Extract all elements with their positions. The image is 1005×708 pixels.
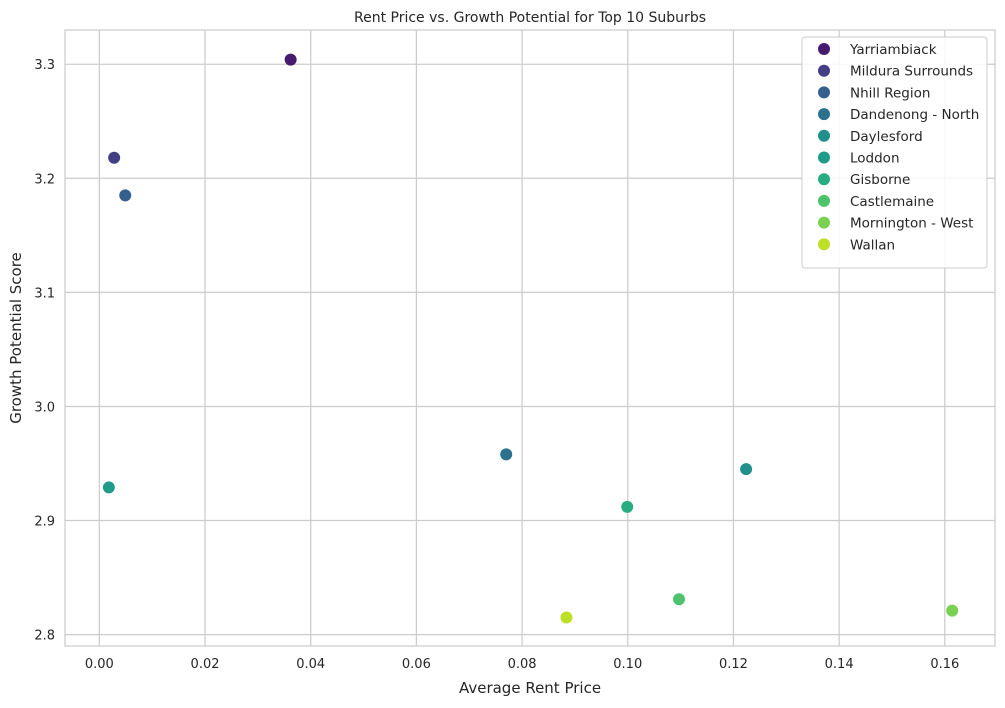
y-tick-label: 2.8: [34, 629, 55, 644]
x-tick-label: 0.10: [613, 657, 642, 672]
x-tick-label: 0.00: [85, 657, 114, 672]
data-point: [500, 448, 513, 461]
data-point: [673, 593, 686, 606]
y-tick-label: 2.9: [34, 515, 55, 530]
legend-label: Daylesford: [850, 129, 923, 145]
data-point: [119, 189, 132, 202]
x-tick-label: 0.08: [508, 657, 537, 672]
legend-marker: [818, 108, 830, 121]
legend-marker: [818, 151, 830, 164]
data-point: [284, 53, 297, 66]
x-tick-label: 0.04: [296, 657, 325, 672]
x-tick-label: 0.02: [191, 657, 220, 672]
x-tick-label: 0.14: [825, 657, 854, 672]
x-tick-label: 0.06: [402, 657, 431, 672]
chart-title: Rent Price vs. Growth Potential for Top …: [354, 10, 706, 26]
legend-marker: [818, 194, 830, 207]
legend-label: Dandenong - North: [850, 107, 979, 123]
legend-label: Nhill Region: [850, 85, 930, 101]
x-tick-label: 0.16: [930, 657, 959, 672]
legend-marker: [818, 129, 830, 142]
legend-label: Castlemaine: [850, 194, 934, 210]
legend: Yarriambiack Mildura Surrounds Nhill Regio…: [801, 36, 988, 269]
legend-marker: [818, 43, 830, 55]
plot-area: [64, 29, 996, 647]
legend-marker: [818, 238, 830, 251]
legend-marker: [818, 173, 830, 186]
y-tick-label: 3.1: [34, 286, 55, 301]
data-point: [108, 151, 121, 164]
legend-label: Mildura Surrounds: [850, 64, 973, 80]
legend-label: Yarriambiack: [849, 42, 937, 58]
y-axis-label: Growth Potential Score: [7, 252, 25, 424]
legend-marker: [818, 86, 830, 99]
legend-marker: [818, 64, 830, 77]
legend-label: Gisborne: [850, 172, 910, 188]
legend-label: Loddon: [850, 151, 900, 167]
y-tick-label: 3.3: [34, 58, 55, 73]
data-point: [740, 463, 753, 476]
x-axis-label: Average Rent Price: [459, 679, 601, 697]
data-points: [102, 53, 959, 624]
tick-labels: 0.00 0.02 0.04 0.06 0.08 0.10 0.12 0.14 0.16 2.8 2…: [34, 58, 959, 672]
x-tick-label: 0.12: [719, 657, 748, 672]
legend-marker: [818, 216, 830, 229]
data-point: [946, 604, 959, 617]
data-point: [560, 611, 573, 624]
data-point: [621, 500, 634, 513]
legend-label: Wallan: [850, 237, 895, 253]
y-tick-label: 3.0: [34, 400, 55, 415]
y-tick-label: 3.2: [34, 172, 55, 187]
legend-box: [801, 36, 988, 269]
legend-label: Mornington - West: [850, 216, 973, 232]
data-point: [102, 481, 115, 494]
